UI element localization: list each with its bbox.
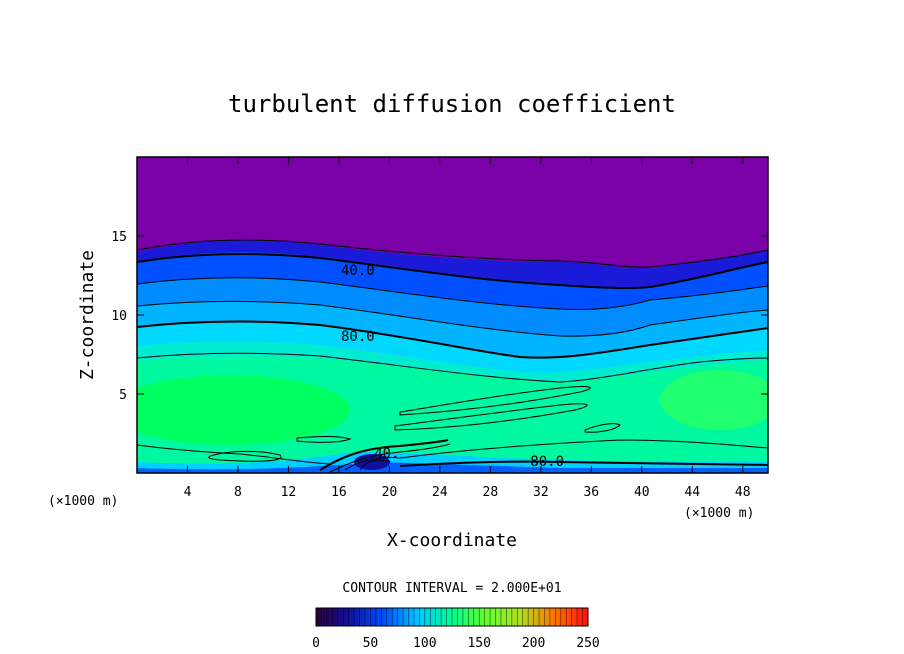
y-tick-label: 10 (111, 309, 127, 324)
band-bottom-blue (137, 462, 768, 473)
x-unit-left: (×1000 m) (48, 494, 118, 509)
contour-line-80 (137, 320, 768, 359)
y-tick-label: 5 (119, 388, 127, 403)
x-tick-label: 4 (184, 485, 192, 500)
x-tick-label: 32 (533, 485, 549, 500)
y-tick-label: 15 (111, 230, 127, 245)
contour-line-plume3 (344, 457, 401, 471)
x-tick-label: 8 (234, 485, 242, 500)
x-ticks: 4 8 12 16 20 24 28 32 36 40 44 48 (184, 157, 751, 500)
x-tick-label: 44 (684, 485, 700, 500)
x-tick-label: 48 (735, 485, 751, 500)
contour-line-plume1 (319, 439, 449, 471)
x-tick-label: 40 (634, 485, 650, 500)
chart-title: turbulent diffusion coefficient (228, 90, 676, 118)
contour-label: 80.0 (530, 454, 564, 470)
contour-line-top (137, 239, 768, 268)
contour-line-40 (137, 252, 768, 290)
y-axis-label: Z-coordinate (77, 250, 98, 380)
contour-line-right-lower (399, 439, 768, 459)
band-green-core-right (660, 370, 768, 430)
x-tick-label: 36 (583, 485, 599, 500)
contour-line-plume4 (359, 459, 391, 471)
contour-line-bottom-80 (399, 460, 768, 467)
x-tick-label: 20 (382, 485, 398, 500)
x-unit-right: (×1000 m) (684, 506, 754, 521)
contour-fills (137, 157, 768, 473)
colorbar-tick-label: 250 (576, 636, 599, 651)
contour-line-plume2 (329, 443, 451, 473)
contour-line-60 (137, 277, 768, 310)
colorbar-tick-label: 150 (467, 636, 490, 651)
colorbar-stripes (321, 608, 583, 626)
contour-lines (137, 239, 768, 473)
y-ticks: 5 10 15 (111, 230, 768, 403)
x-tick-label: 24 (432, 485, 448, 500)
colorbar-tick-label: 200 (522, 636, 545, 651)
contour-labels: 40.0 80.0 80.0 40. (341, 263, 564, 470)
x-tick-label: 12 (281, 485, 297, 500)
contour-line-mid1 (399, 386, 591, 416)
contour-line-mid3 (584, 423, 621, 433)
contour-line-mid4 (296, 436, 352, 443)
contour-line-70 (137, 300, 768, 337)
contour-label: 80.0 (341, 329, 375, 345)
contour-line-100 (137, 352, 768, 383)
colorbar-tick-label: 100 (413, 636, 436, 651)
x-tick-label: 16 (331, 485, 347, 500)
colorbar-tick-label: 50 (363, 636, 379, 651)
x-axis-label: X-coordinate (387, 530, 517, 551)
contour-label: 40.0 (341, 263, 375, 279)
band-green-core (137, 375, 350, 445)
contour-line-mid2 (394, 403, 588, 431)
contour-line-loop-left (208, 450, 282, 462)
contour-label: 40. (374, 446, 399, 462)
x-tick-label: 28 (483, 485, 499, 500)
colorbar-ticks: 0 50 100 150 200 250 (312, 636, 600, 651)
contour-interval-text: CONTOUR INTERVAL = 2.000E+01 (342, 581, 561, 596)
colorbar-tick-label: 0 (312, 636, 320, 651)
contour-line-low (137, 444, 331, 465)
